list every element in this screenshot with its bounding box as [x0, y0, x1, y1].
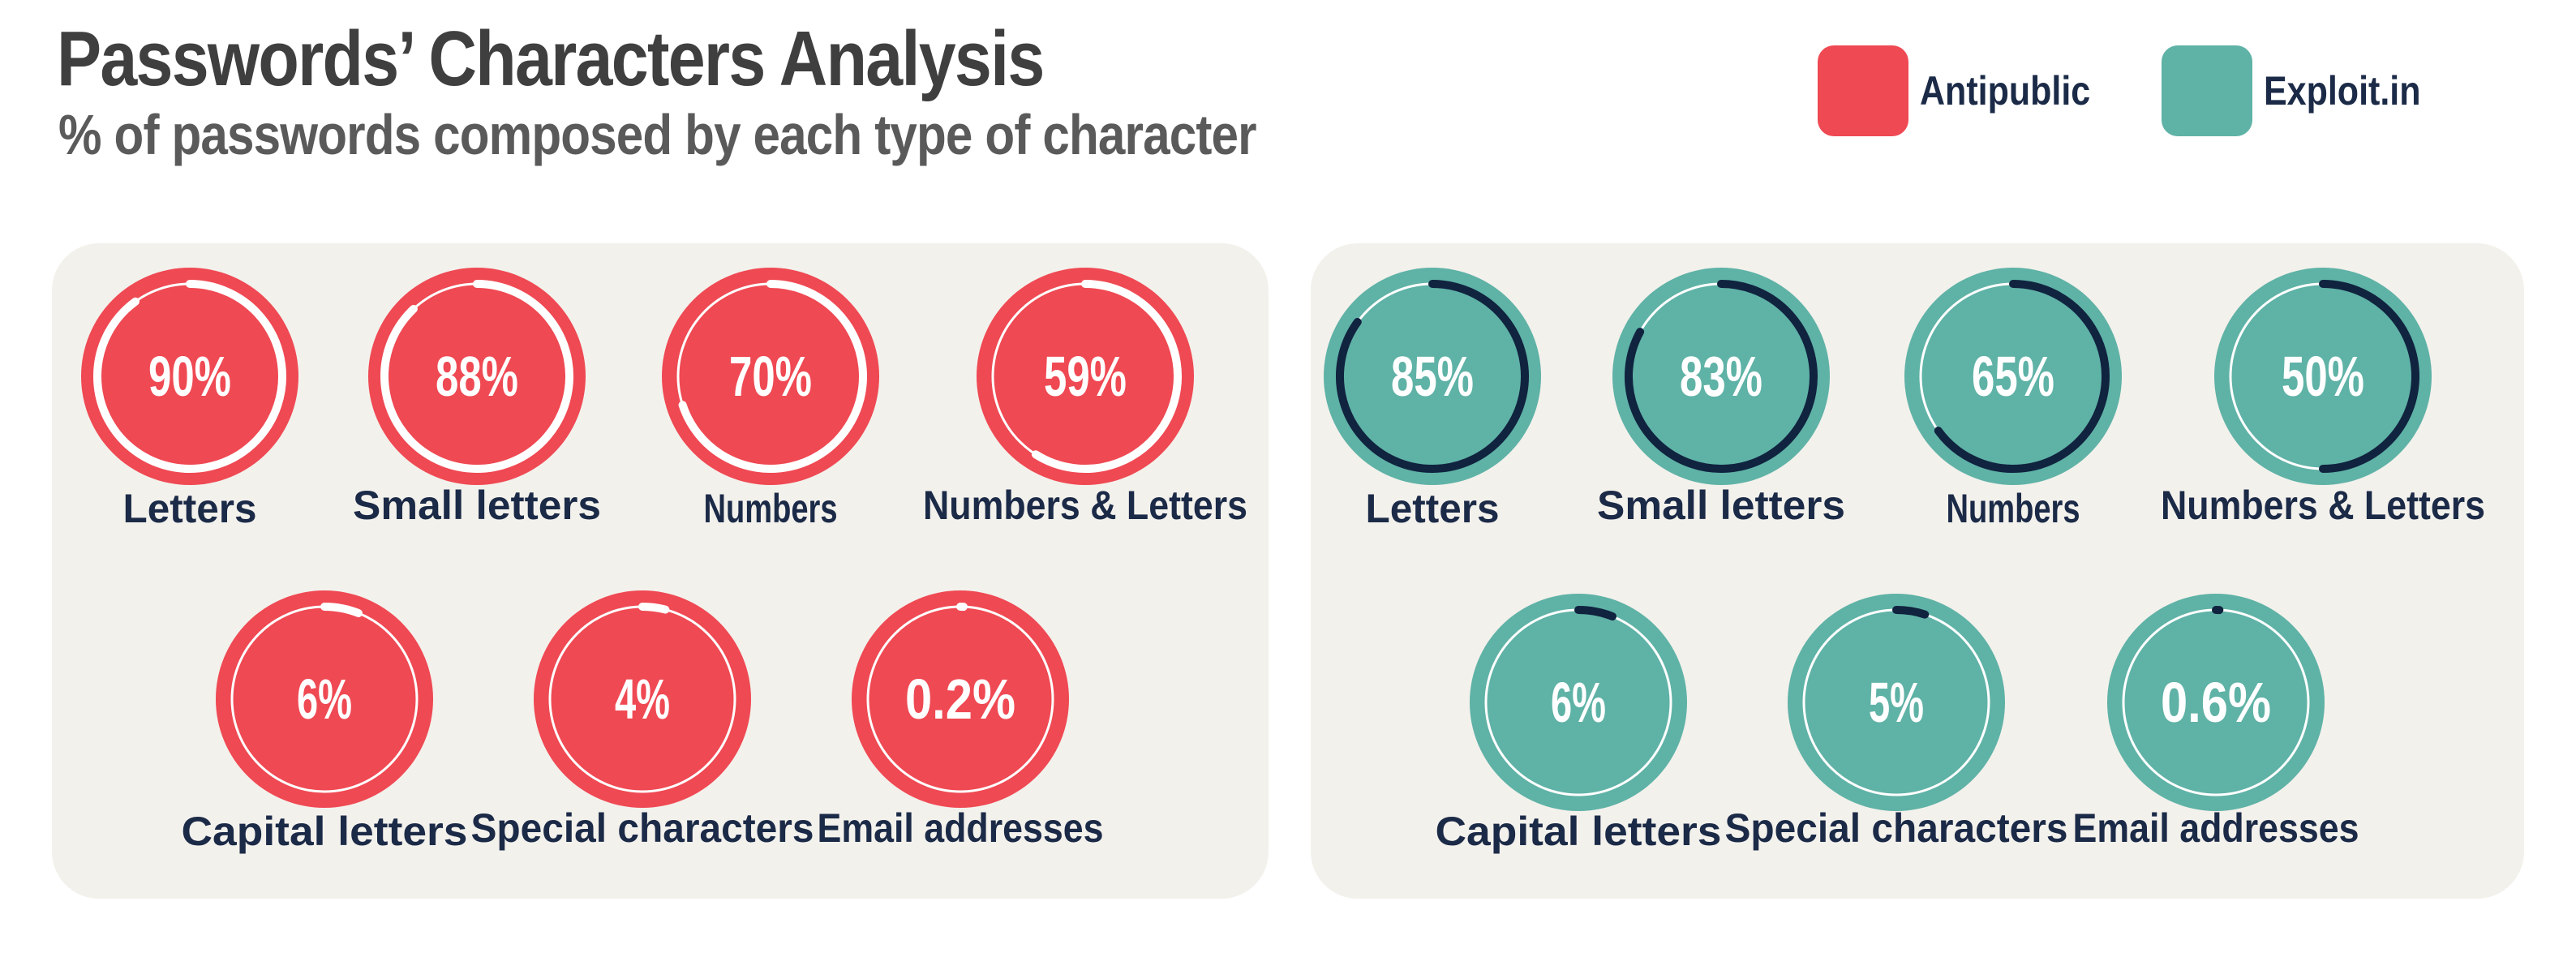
antipublic-letters-value: 90% — [148, 345, 231, 408]
legend-item-antipublic: Antipublic — [1817, 45, 2118, 136]
exploit-in-letters-label: Letters — [1366, 486, 1500, 531]
exploit-in-numbers-disc — [1904, 268, 2122, 485]
exploit-in-numbers-and-letters-label: Numbers & Letters — [2161, 483, 2485, 528]
exploit-rings: 85% Letters 83% Small letters 65% Numbers 50% N… — [1324, 268, 2485, 854]
exploit-in-letters-value: 85% — [1391, 345, 1474, 408]
exploit-in-numbers-progress-arc — [1934, 280, 2110, 473]
legend-label-antipublic: Antipublic — [1919, 68, 2090, 114]
exploit-in-email-addresses-disc — [2107, 594, 2325, 811]
exploit-in-small-letters-progress-arc — [1625, 280, 1818, 473]
exploit-in-small-letters-value: 83% — [1680, 345, 1762, 408]
antipublic-email-addresses-value: 0.2% — [905, 668, 1015, 731]
antipublic-capital-letters-disc — [216, 590, 433, 808]
antipublic-small-letters-value: 88% — [436, 345, 518, 408]
legend-swatch-antipublic — [1817, 45, 1908, 136]
legend-swatch-exploit — [2162, 45, 2252, 136]
exploit-in-numbers-and-letters-disc — [2214, 268, 2432, 485]
antipublic-special-characters-disc — [534, 590, 751, 808]
antipublic-capital-letters-label: Capital letters — [182, 809, 468, 854]
exploit-in-letters-progress-arc — [1336, 280, 1529, 473]
exploit-in-numbers-and-letters-value: 50% — [2282, 345, 2364, 408]
panel-exploit: 85% Letters 83% Small letters 65% Numbers 50% N… — [1311, 243, 2524, 899]
exploit-in-email-addresses-value: 0.6% — [2161, 671, 2271, 734]
legend-item-exploit: Exploit.in — [2162, 45, 2446, 136]
antipublic-letters-disc — [81, 268, 298, 485]
panel-antipublic: 90% Letters 88% Small letters 70% Numbers 59% N… — [52, 243, 1269, 899]
exploit-in-numbers-value: 65% — [1972, 345, 2054, 408]
antipublic-rings: 90% Letters 88% Small letters 70% Numbers 59% N… — [81, 268, 1247, 854]
exploit-in-letters-disc — [1324, 268, 1541, 485]
exploit-in-numbers-label: Numbers — [1947, 486, 2080, 531]
exploit-in-capital-letters-label: Capital letters — [1436, 809, 1722, 854]
antipublic-numbers-disc — [662, 268, 879, 485]
antipublic-numbers-and-letters-value: 59% — [1044, 345, 1127, 408]
exploit-in-special-characters-disc — [1788, 594, 2005, 811]
antipublic-numbers-value: 70% — [729, 345, 812, 408]
exploit-in-capital-letters-disc — [1470, 594, 1687, 811]
antipublic-small-letters-label: Small letters — [353, 483, 601, 528]
legend: Antipublic Exploit.in — [1817, 45, 2446, 136]
antipublic-letters-label: Letters — [123, 486, 257, 531]
antipublic-email-addresses-disc — [852, 590, 1069, 808]
antipublic-special-characters-value: 4% — [615, 668, 670, 731]
exploit-in-small-letters-disc — [1612, 268, 1830, 485]
exploit-in-small-letters-label: Small letters — [1597, 483, 1845, 528]
legend-label-exploit: Exploit.in — [2264, 68, 2421, 114]
exploit-in-capital-letters-value: 6% — [1551, 671, 1606, 734]
exploit-in-email-addresses-label: Email addresses — [2073, 805, 2359, 851]
antipublic-email-addresses-label: Email addresses — [818, 805, 1104, 851]
antipublic-small-letters-disc — [368, 268, 586, 485]
antipublic-capital-letters-value: 6% — [297, 668, 352, 731]
antipublic-special-characters-progress-arc — [638, 603, 670, 614]
exploit-in-capital-letters-progress-arc — [1574, 606, 1616, 621]
exploit-in-special-characters-progress-arc — [1892, 606, 1930, 619]
chart-title: Passwords’ Characters Analysis — [57, 15, 1045, 102]
antipublic-letters-progress-arc — [93, 280, 286, 473]
antipublic-numbers-and-letters-progress-arc — [1031, 280, 1182, 473]
exploit-in-special-characters-label: Special characters — [1725, 805, 2068, 851]
antipublic-numbers-and-letters-label: Numbers & Letters — [923, 483, 1247, 528]
exploit-in-numbers-and-letters-progress-arc — [2319, 280, 2419, 473]
antipublic-capital-letters-progress-arc — [320, 603, 363, 618]
exploit-in-special-characters-value: 5% — [1869, 671, 1924, 734]
antipublic-small-letters-progress-arc — [380, 280, 573, 473]
chart-subtitle: % of passwords composed by each type of … — [58, 103, 1257, 166]
antipublic-numbers-label: Numbers — [704, 486, 838, 531]
antipublic-numbers-and-letters-disc — [977, 268, 1194, 485]
antipublic-numbers-progress-arc — [678, 280, 867, 473]
antipublic-special-characters-label: Special characters — [471, 805, 814, 851]
